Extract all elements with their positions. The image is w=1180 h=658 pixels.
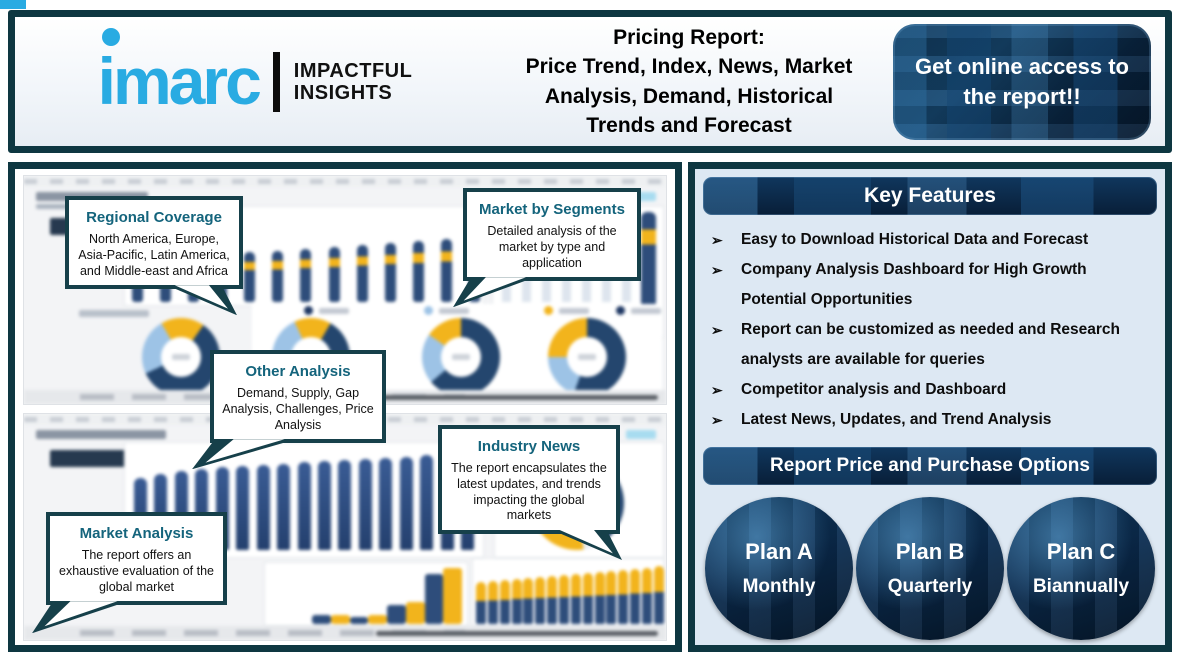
- arrow-bullet-icon: ➢: [711, 412, 723, 428]
- stacked-bar-chart: [476, 562, 664, 624]
- plan-name: Plan C: [1046, 539, 1116, 564]
- plan-c-button[interactable]: Plan C Biannually: [1007, 497, 1155, 640]
- callout-title: Market Analysis: [79, 525, 194, 542]
- feature-item: ➢ Latest News, Updates, and Trend Analys…: [711, 405, 1155, 435]
- arrow-bullet-icon: ➢: [711, 232, 723, 248]
- report-title-subtitle: Price Trend, Index, News, Market Analysi…: [525, 55, 853, 137]
- arrow-bullet-icon: ➢: [711, 322, 723, 338]
- tall-bar: [641, 212, 656, 308]
- plans-row: Plan A Monthly Plan B Quarterly Plan C B…: [703, 497, 1157, 640]
- plan-name: Plan A: [745, 539, 813, 564]
- get-access-label: Get online access to the report!!: [915, 53, 1129, 109]
- purchase-options-header: Report Price and Purchase Options: [703, 447, 1157, 485]
- callout-title: Regional Coverage: [86, 209, 222, 226]
- plan-name: Plan B: [895, 539, 965, 564]
- callout-regional-coverage: Regional Coverage North America, Europe,…: [65, 196, 243, 316]
- feature-text: Company Analysis Dashboard for High Grow…: [741, 261, 1087, 308]
- arrow-bullet-icon: ➢: [711, 262, 723, 278]
- corner-accent: [0, 0, 26, 9]
- dashboard-menubar: [24, 176, 666, 187]
- callout-body: Detailed analysis of the market by type …: [487, 224, 617, 270]
- feature-text: Latest News, Updates, and Trend Analysis: [741, 411, 1052, 428]
- report-title: Pricing Report: Price Trend, Index, News…: [485, 23, 893, 141]
- callout-industry-news: Industry News The report encapsulates th…: [438, 425, 622, 560]
- logo-dot-icon: [101, 27, 120, 46]
- callout-tail: [32, 601, 128, 634]
- dashboard-link-placeholder: [626, 192, 656, 201]
- callout-tail: [453, 277, 535, 308]
- feature-text: Competitor analysis and Dashboard: [741, 381, 1007, 398]
- callout-body: The report encapsulates the latest updat…: [451, 461, 607, 523]
- brand-wordmark: imarc: [97, 43, 262, 118]
- key-features-list: ➢ Easy to Download Historical Data and F…: [703, 225, 1157, 435]
- donut-chart-4: [548, 318, 626, 396]
- callout-tail: [192, 439, 296, 470]
- callout-body: North America, Europe, Asia-Pacific, Lat…: [78, 232, 230, 278]
- report-title-heading: Pricing Report:: [613, 25, 765, 49]
- callout-tail: [552, 530, 622, 560]
- feature-item: ➢ Report can be customized as needed and…: [711, 315, 1155, 375]
- feature-item: ➢ Easy to Download Historical Data and F…: [711, 225, 1155, 255]
- callout-market-by-segments: Market by Segments Detailed analysis of …: [453, 188, 641, 308]
- tagline-line-1: IMPACTFUL: [293, 59, 413, 82]
- donut-chart-1: [142, 318, 220, 396]
- callout-body: The report offers an exhaustive evaluati…: [59, 548, 214, 594]
- dashboard-tabstrip: [24, 626, 666, 640]
- plan-period: Biannually: [1032, 576, 1130, 597]
- key-features-panel: Key Features ➢ Easy to Download Historic…: [688, 162, 1172, 652]
- callout-title: Market by Segments: [479, 201, 625, 218]
- plan-a-button[interactable]: Plan A Monthly: [705, 497, 853, 640]
- plan-period: Monthly: [742, 576, 816, 597]
- header-banner: imarc IMPACTFUL INSIGHTS Pricing Report:…: [8, 10, 1172, 153]
- dashboard-scrollbar: [375, 395, 658, 400]
- callout-title: Industry News: [477, 438, 581, 455]
- feature-text: Easy to Download Historical Data and For…: [741, 231, 1089, 248]
- callout-title: Other Analysis: [245, 363, 351, 380]
- dashboard-scrollbar: [375, 631, 658, 636]
- plan-period: Quarterly: [887, 576, 973, 597]
- callout-other-analysis: Other Analysis Demand, Supply, Gap Analy…: [192, 350, 386, 470]
- plan-b-button[interactable]: Plan B Quarterly: [856, 497, 1004, 640]
- feature-item: ➢ Company Analysis Dashboard for High Gr…: [711, 255, 1155, 315]
- tagline-line-2: INSIGHTS: [293, 81, 393, 104]
- callout-body: Demand, Supply, Gap Analysis, Challenges…: [222, 386, 374, 432]
- paired-bar-chart: [312, 566, 462, 624]
- imarc-logo: imarc IMPACTFUL INSIGHTS: [15, 27, 485, 118]
- feature-text: Report can be customized as needed and R…: [741, 321, 1121, 368]
- logo-divider: [272, 51, 280, 112]
- purchase-options-heading: Report Price and Purchase Options: [770, 455, 1090, 476]
- get-access-button[interactable]: Get online access to the report!!: [893, 24, 1151, 140]
- arrow-bullet-icon: ➢: [711, 382, 723, 398]
- donut-chart-3: [422, 318, 500, 396]
- callout-tail: [167, 285, 237, 316]
- dashboard-preview-panel: Regional Coverage North America, Europe,…: [8, 162, 682, 652]
- key-features-header: Key Features: [703, 177, 1157, 215]
- key-features-heading: Key Features: [864, 184, 996, 207]
- feature-item: ➢ Competitor analysis and Dashboard: [711, 375, 1155, 405]
- logo-tagline: IMPACTFUL INSIGHTS: [294, 60, 413, 104]
- callout-market-analysis: Market Analysis The report offers an exh…: [32, 512, 227, 634]
